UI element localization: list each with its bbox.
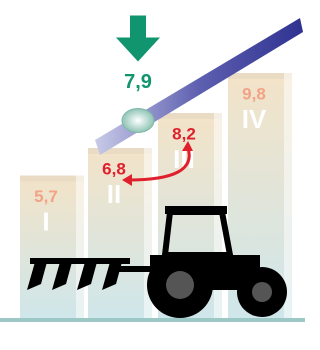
bar-side: [76, 176, 84, 319]
category-label: IV: [242, 104, 267, 134]
value-label: 6,8: [102, 159, 126, 178]
marker-ball: [122, 109, 154, 133]
value-label: 8,2: [172, 124, 196, 143]
front-hub: [252, 282, 272, 302]
bar-side: [284, 73, 292, 318]
category-label: II: [107, 179, 121, 209]
marker-arrow: [116, 16, 160, 62]
tractor-roof: [165, 206, 227, 214]
category-label: I: [42, 206, 49, 236]
ground: [0, 318, 305, 322]
value-label: 9,8: [242, 84, 266, 103]
marker-label: 7,9: [124, 71, 152, 93]
bar-top: [88, 148, 152, 154]
bar-top: [20, 176, 84, 182]
bar-top: [228, 73, 292, 79]
rear-hub: [166, 271, 194, 299]
value-label: 5,7: [34, 187, 58, 206]
